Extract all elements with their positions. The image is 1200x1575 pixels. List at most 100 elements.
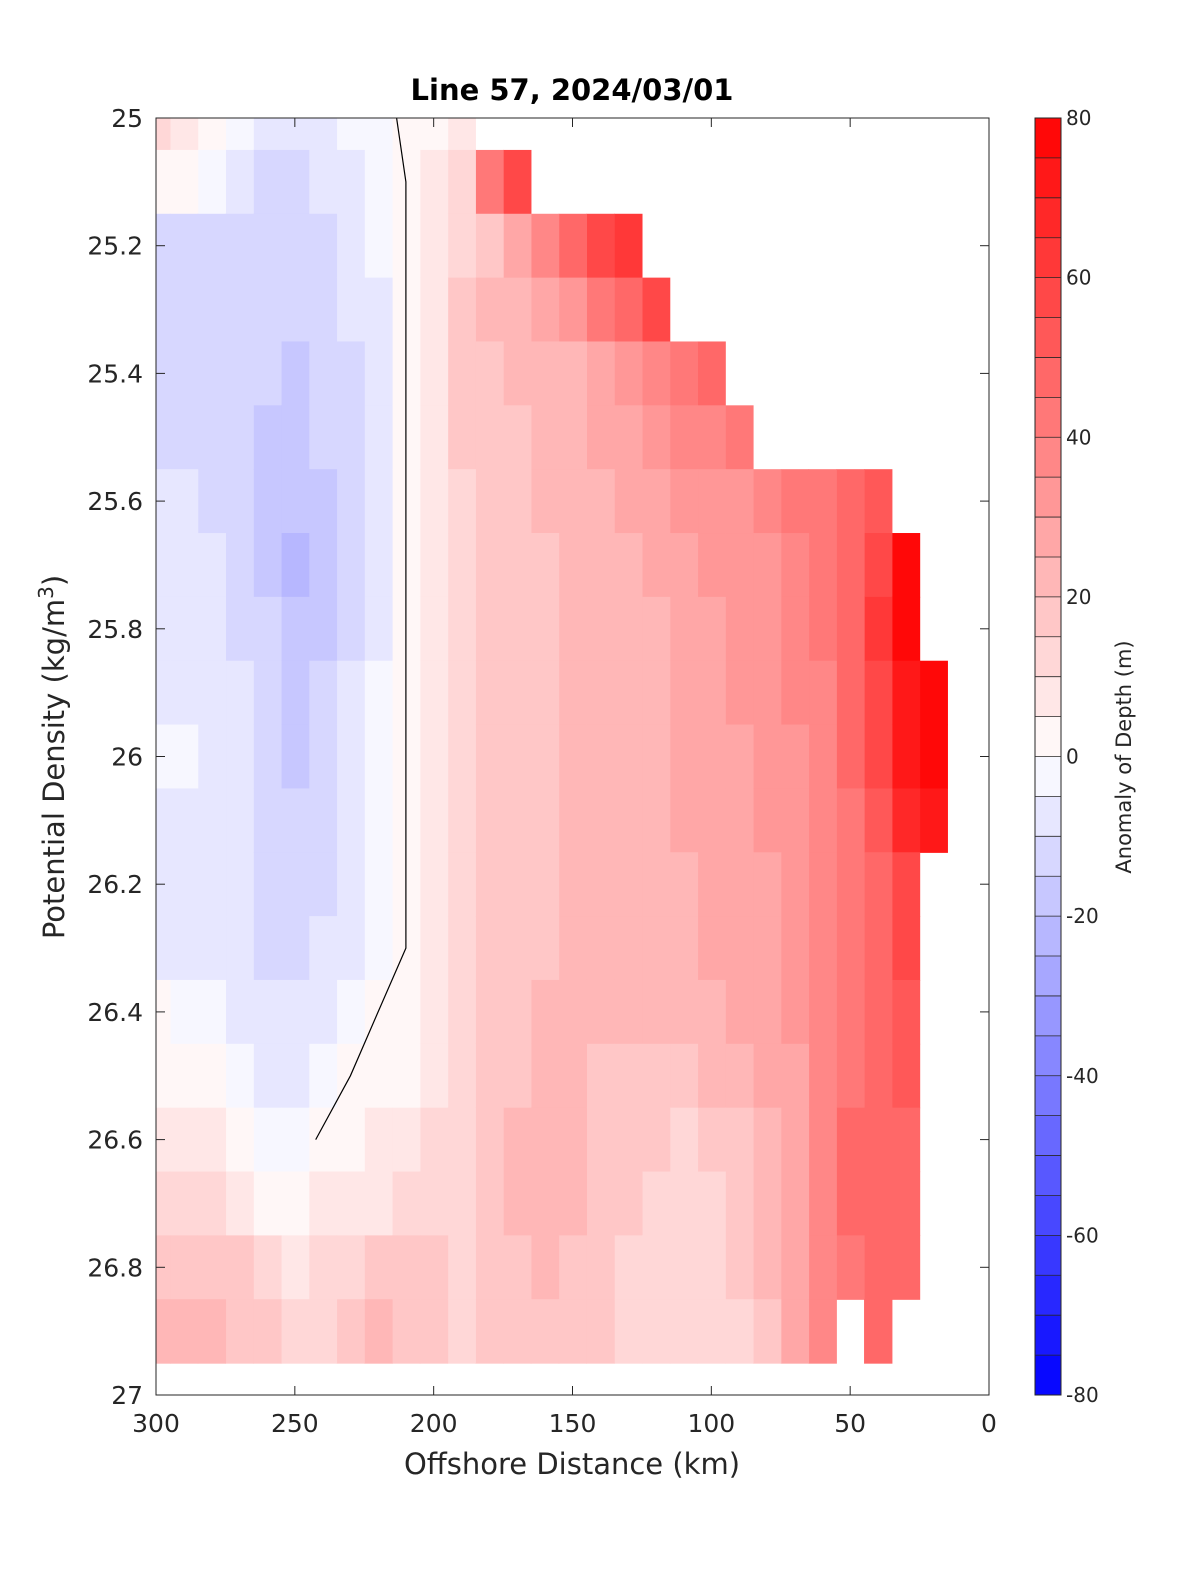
heatmap-cell [169,1043,199,1109]
heatmap-cell [558,724,587,790]
heatmap-cell [558,533,587,598]
heatmap-cell [364,1043,393,1109]
heatmap-cell [503,1171,532,1236]
colorbar-tick-label: 60 [1066,266,1091,290]
heatmap-cell [447,277,476,343]
colorbar-band [1035,995,1061,1037]
heatmap-cell [808,1299,837,1364]
heatmap-cell [808,1107,837,1173]
x-tick-label: 100 [687,1409,735,1438]
heatmap-cell [669,979,699,1045]
heatmap-cell [308,469,338,534]
heatmap-cell [614,660,643,726]
heatmap-cell [197,405,227,470]
colorbar-band [1035,756,1061,797]
heatmap-cell [808,1171,837,1236]
heatmap-cell [530,979,560,1045]
heatmap-cell [864,660,893,726]
colorbar-band [1035,956,1061,997]
colorbar-band [1035,716,1061,757]
heatmap-cell [225,149,254,215]
heatmap-cell [419,405,449,470]
heatmap-cell [641,660,671,726]
heatmap-cell [475,213,504,279]
heatmap-cell [364,405,393,470]
heatmap-cell [336,1107,365,1173]
heatmap-cell [308,788,338,853]
heatmap-cell [558,979,587,1045]
colorbar-band [1035,1355,1061,1396]
heatmap-cell [419,1171,449,1236]
heatmap-cell [280,852,310,917]
heatmap-cell [864,469,893,534]
heatmap-cell [697,1043,726,1109]
heatmap-cell [586,1043,615,1109]
heatmap-cell [530,533,560,598]
heatmap-cell [336,1235,365,1300]
colorbar-band [1035,197,1061,239]
heatmap-cell [475,852,504,917]
heatmap-cell [197,533,227,598]
colorbar-band [1035,1275,1061,1316]
heatmap-cell [197,341,227,406]
heatmap-cell [641,1043,671,1109]
heatmap-cell [197,596,227,662]
heatmap-cell [280,979,310,1045]
heatmap-cell [558,213,587,279]
heatmap-cell [475,533,504,598]
heatmap-cell [752,916,782,981]
heatmap-cell [225,533,254,598]
heatmap-cell [530,1107,560,1173]
heatmap-cell [169,852,199,917]
heatmap-cell [308,1107,338,1173]
heatmap-cell [336,1171,365,1236]
colorbar-band [1035,916,1061,957]
x-tick-label: 150 [549,1409,597,1438]
heatmap-cell [447,533,476,598]
heatmap-cell [169,118,199,151]
heatmap-cell [447,1107,476,1173]
heatmap-cell [697,852,726,917]
heatmap-cell [725,405,754,470]
heatmap-cell [752,660,782,726]
heatmap-cell [419,1043,449,1109]
heatmap-cell [169,405,199,470]
heatmap-cell [225,1043,254,1109]
y-axis-label-end: ) [37,575,71,586]
heatmap-cell [419,724,449,790]
heatmap-cell [697,1235,726,1300]
heatmap-cell [864,1107,893,1173]
heatmap-cell [225,118,254,151]
heatmap-cell [752,852,782,917]
heatmap-cell [864,533,893,598]
heatmap-cell [558,341,587,406]
heatmap-cell [530,852,560,917]
heatmap-cell [558,1235,587,1300]
heatmap-cell [392,1107,421,1173]
y-tick-label: 25.6 [87,487,143,516]
heatmap-cell [419,596,449,662]
heatmap-cell [447,1171,476,1236]
heatmap-cell [336,118,365,151]
heatmap-cell [253,1299,282,1364]
heatmap-cell [586,852,615,917]
heatmap-cell [419,1107,449,1173]
colorbar-band [1035,317,1061,358]
heatmap-cell [836,660,865,726]
heatmap-cell [530,1171,560,1236]
heatmap-cell [725,469,754,534]
heatmap-cell [364,341,393,406]
heatmap-cell [308,277,338,343]
heatmap-cell [447,341,476,406]
heatmap-cell [503,852,532,917]
heatmap-cell [864,596,893,662]
heatmap-cell [669,852,699,917]
heatmap-cell [725,724,754,790]
y-tick-label: 25.2 [87,232,143,261]
heatmap-cell [697,341,726,406]
heatmap-cell [669,724,699,790]
heatmap-cell [280,1043,310,1109]
heatmap-cell [197,1107,227,1173]
heatmap-cell [253,469,282,534]
y-tick-label: 26.6 [87,1126,143,1155]
